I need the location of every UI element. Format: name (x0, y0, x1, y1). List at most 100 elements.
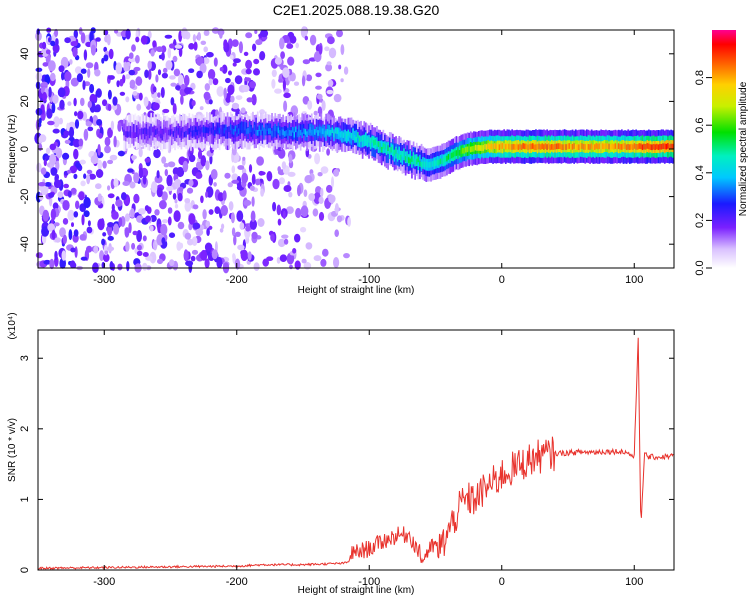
heatmap-noise-cell (131, 44, 136, 52)
heatmap-noise-cell (234, 75, 243, 85)
heatmap-ridge-cell (360, 136, 362, 142)
heatmap-noise-cell (115, 62, 123, 75)
heatmap-x-tick-label: 0 (499, 274, 505, 286)
heatmap-noise-cell (200, 249, 208, 261)
heatmap-noise-cell (140, 35, 148, 45)
heatmap-ridge-cell (519, 143, 521, 150)
heatmap-noise-cell (240, 107, 246, 114)
heatmap-ridge-cell (576, 144, 579, 150)
heatmap-noise-cell (64, 37, 71, 44)
heatmap-noise-cell (169, 43, 175, 49)
heatmap-ridge-cell (497, 143, 499, 150)
heatmap-ridge-cell (431, 161, 434, 167)
heatmap-noise-cell (188, 68, 195, 73)
heatmap-noise-cell (63, 183, 69, 189)
heatmap-noise-cell (200, 195, 204, 204)
heatmap-ridge-cell (656, 143, 658, 150)
heatmap-noise-cell (48, 86, 52, 98)
heatmap-noise-cell (212, 78, 219, 86)
heatmap-noise-cell (164, 169, 168, 177)
heatmap-noise-cell (216, 86, 225, 97)
heatmap-noise-cell (262, 258, 270, 267)
heatmap-noise-cell (231, 179, 240, 184)
heatmap-noise-cell (42, 209, 50, 222)
heatmap-ridge-cell (373, 139, 375, 146)
heatmap-ridge-cell (123, 123, 125, 136)
heatmap-noise-cell (78, 191, 85, 201)
heatmap-ridge-cell (228, 126, 230, 139)
heatmap-noise-cell (77, 110, 84, 120)
heatmap-noise-cell (110, 120, 115, 131)
heatmap-ridge-cell (350, 133, 353, 145)
heatmap-ridge-cell (670, 143, 672, 150)
heatmap-ridge-cell (392, 146, 394, 153)
heatmap-ridge-cell (401, 150, 404, 157)
heatmap-noise-cell (257, 218, 265, 227)
heatmap-noise-cell (128, 57, 137, 63)
heatmap-noise-cell (127, 168, 134, 173)
heatmap-ridge-cell (511, 144, 513, 150)
snr-y-tick-label: 2 (19, 426, 31, 432)
heatmap-noise-cell (60, 56, 69, 69)
heatmap-noise-cell (74, 66, 83, 75)
heatmap-ridge-cell (460, 148, 463, 155)
heatmap-noise-cell (138, 147, 143, 158)
heatmap-noise-cell (61, 250, 67, 261)
heatmap-noise-cell (181, 27, 188, 39)
heatmap-noise-cell (228, 70, 232, 76)
heatmap-noise-cell (228, 201, 234, 211)
heatmap-ridge-cell (315, 128, 318, 140)
heatmap-ridge-cell (574, 144, 577, 150)
heatmap-noise-cell (50, 40, 56, 47)
heatmap-noise-cell (334, 229, 340, 237)
heatmap-noise-cell (87, 100, 93, 109)
heatmap-noise-cell (164, 34, 173, 39)
heatmap-ridge-cell (552, 144, 555, 150)
heatmap-ridge-cell (158, 130, 160, 137)
heatmap-noise-cell (90, 44, 96, 56)
heatmap-ridge-cell (323, 131, 326, 137)
heatmap-noise-cell (278, 78, 283, 83)
heatmap-ridge-cell (352, 132, 354, 139)
heatmap-noise-cell (343, 253, 350, 259)
heatmap-noise-cell (111, 203, 115, 212)
heatmap-noise-cell (102, 160, 107, 169)
heatmap-ridge-cell (223, 127, 226, 134)
heatmap-noise-cell (231, 173, 239, 181)
heatmap-ridge-cell (136, 128, 138, 134)
chart-title: C2E1.2025.088.19.38.G20 (273, 2, 440, 18)
heatmap-noise-cell (108, 48, 114, 60)
heatmap-noise-cell (234, 258, 241, 270)
heatmap-noise-cell (312, 208, 319, 217)
heatmap-ridge-cell (342, 132, 345, 138)
heatmap-noise-cell (154, 175, 163, 184)
heatmap-noise-cell (213, 57, 218, 67)
heatmap-ridge-cell (355, 136, 358, 143)
heatmap-ridge-cell (215, 127, 218, 134)
heatmap-noise-cell (235, 95, 243, 100)
heatmap-ridge-cell (310, 129, 313, 136)
heatmap-ridge-cell (541, 143, 544, 149)
heatmap-noise-cell (245, 68, 252, 75)
heatmap-noise-cell (83, 173, 87, 179)
heatmap-noise-cell (103, 54, 109, 62)
heatmap-noise-cell (200, 40, 207, 45)
heatmap-ridge-cell (489, 144, 491, 151)
heatmap-noise-cell (86, 226, 93, 234)
heatmap-noise-cell (44, 182, 52, 187)
heatmap-noise-cell (161, 156, 167, 164)
heatmap-noise-cell (227, 182, 233, 188)
heatmap-noise-cell (225, 77, 231, 84)
heatmap-noise-cell (93, 245, 99, 254)
heatmap-noise-cell (191, 236, 198, 246)
heatmap-noise-cell (253, 58, 260, 65)
heatmap-ridge-cell (226, 126, 229, 139)
heatmap-noise-cell (138, 167, 144, 179)
heatmap-ridge-cell (241, 124, 243, 131)
heatmap-noise-cell (109, 261, 114, 271)
heatmap-ridge-cell (547, 143, 550, 149)
heatmap-noise-cell (52, 43, 60, 54)
heatmap-ridge-cell (279, 130, 281, 136)
heatmap-noise-cell (230, 212, 235, 224)
heatmap-noise-cell (142, 262, 148, 271)
